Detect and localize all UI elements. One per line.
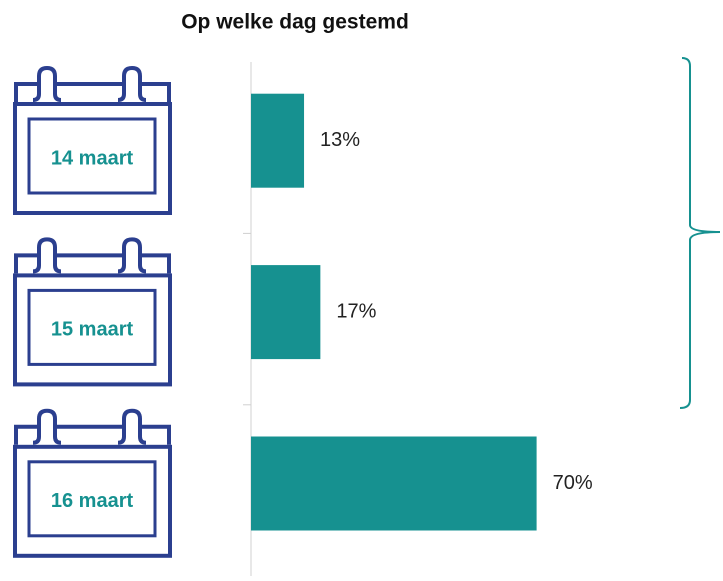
value-label: 17% [336, 300, 376, 322]
calendar-ring [117, 65, 147, 102]
calendar-inner [27, 460, 157, 538]
calendar-ring [32, 237, 62, 274]
calendar-inner [27, 288, 157, 366]
calendar-ring [117, 408, 147, 445]
brace [679, 57, 721, 409]
value-label: 70% [553, 472, 593, 494]
category-label: 15 maart [51, 319, 134, 341]
category-label: 14 maart [51, 147, 134, 169]
calendar-ring [117, 237, 147, 274]
bar [251, 265, 321, 360]
calendar-ring [32, 65, 62, 102]
calendar-body [13, 102, 172, 215]
bar [251, 436, 537, 531]
calendar-header [14, 424, 171, 445]
calendar-header [14, 82, 171, 102]
bar [251, 93, 305, 188]
calendar-body [13, 444, 172, 558]
calendar-body [13, 273, 172, 387]
value-label: 13% [320, 129, 360, 151]
calendar-inner [27, 117, 157, 195]
calendar-header [14, 253, 171, 274]
calendar-ring [32, 408, 62, 445]
chart-title: Op welke dag gestemd [181, 11, 409, 34]
category-label: 16 maart [51, 490, 134, 512]
